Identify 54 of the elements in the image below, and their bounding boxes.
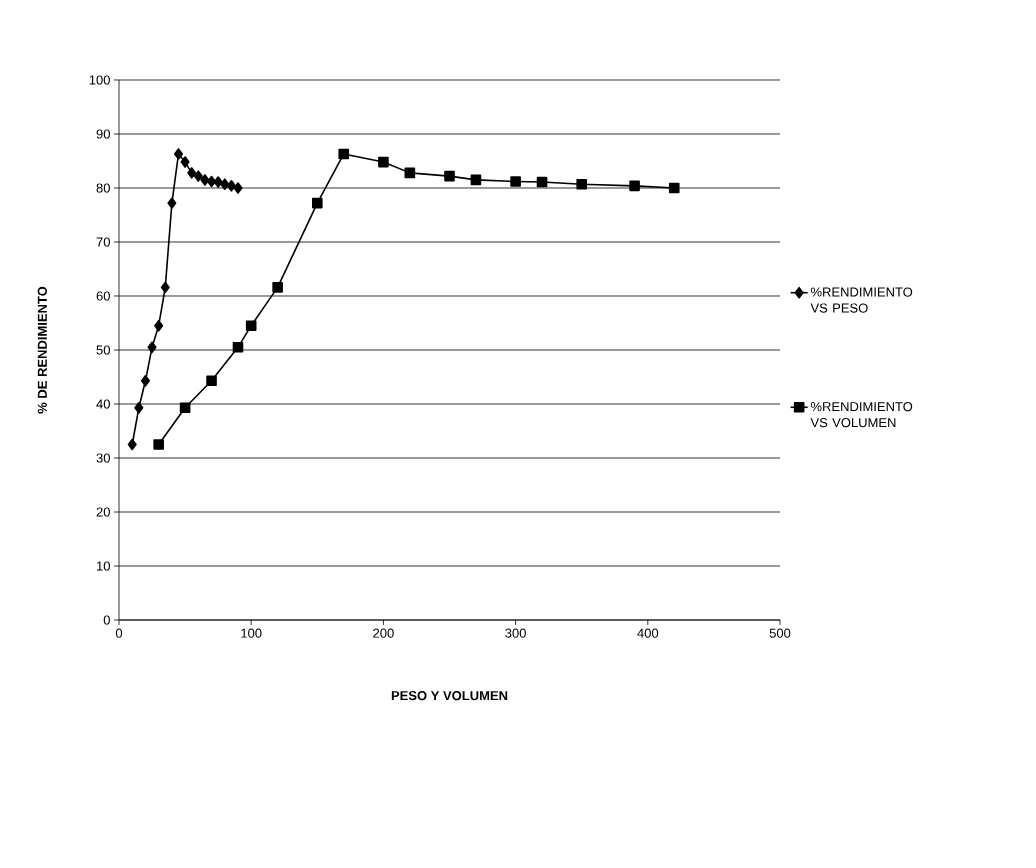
y-tick-label: 30 [96, 453, 110, 463]
point [160, 281, 170, 294]
y-tick-label: 60 [96, 291, 110, 301]
point [213, 176, 223, 188]
x-axis-title: PESO Y VOLUMEN [391, 691, 508, 701]
point [153, 439, 164, 450]
point [179, 402, 191, 414]
point [232, 342, 244, 353]
legend-label: %RENDIMIENTO VS PESO [810, 287, 913, 313]
point [167, 197, 177, 209]
x-tick-label: 100 [241, 628, 262, 638]
point [127, 438, 137, 451]
point [576, 178, 587, 190]
x-tick-label: 200 [373, 628, 394, 638]
point [338, 148, 350, 160]
y-tick-label: 10 [96, 561, 110, 571]
point [668, 182, 680, 194]
y-tick-label: 40 [96, 399, 110, 409]
point [154, 319, 164, 332]
point [220, 178, 230, 191]
point [187, 167, 197, 179]
point [233, 182, 243, 194]
y-tick-label: 70 [96, 237, 110, 247]
point [245, 320, 257, 331]
x-tick-label: 300 [505, 628, 526, 638]
point [200, 174, 210, 186]
point [510, 176, 521, 187]
point [470, 174, 482, 186]
point [272, 282, 283, 293]
x-tick-label: 0 [115, 628, 123, 638]
x-tick-label: 400 [637, 628, 659, 638]
y-tick-label: 50 [96, 345, 110, 355]
point [226, 180, 236, 192]
y-tick-label: 100 [89, 75, 110, 85]
point [444, 170, 455, 182]
point [147, 341, 157, 354]
legend-label: %RENDIMIENTO VS VOLUMEN [810, 402, 913, 428]
y-axis-title: % DE RENDIMIENTO [37, 286, 47, 414]
point [134, 401, 144, 414]
point [404, 167, 416, 179]
x-tick-label: 500 [769, 628, 791, 638]
point [312, 197, 323, 209]
point [173, 148, 184, 160]
point [536, 176, 548, 188]
point [180, 156, 190, 168]
y-tick-label: 90 [96, 129, 110, 139]
point [140, 374, 150, 387]
point [629, 180, 640, 192]
y-tick-label: 20 [96, 507, 110, 517]
y-tick-label: 0 [103, 615, 110, 625]
point [378, 156, 389, 168]
y-tick-label: 80 [96, 183, 110, 193]
point [193, 170, 203, 182]
point [206, 375, 217, 387]
